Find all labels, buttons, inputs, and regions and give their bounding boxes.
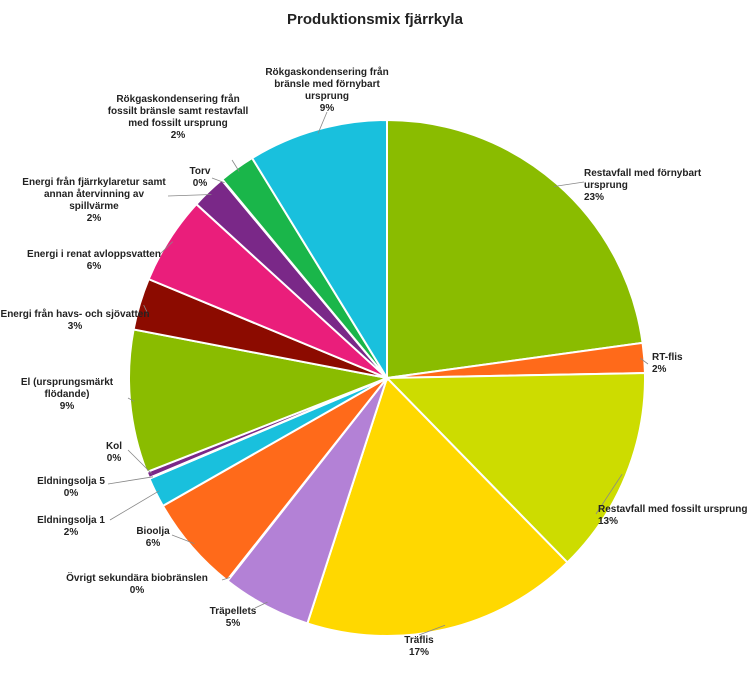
chart-title: Produktionsmix fjärrkyla (287, 11, 464, 28)
data-label-traflis: Träflis 17% (404, 635, 434, 658)
leader-line-eldningsolja-5 (107, 476, 154, 485)
leader-line-restavfall-med-fossilt-ursprung (595, 473, 623, 515)
data-label-kol: Kol 0% (106, 441, 122, 464)
leader-line-trapellets (254, 601, 268, 609)
data-label-torv: Torv 0% (190, 166, 211, 189)
leader-line-el-ursprungsmarkt-flodande (127, 397, 135, 402)
pie-slice-el-ursprungsmarkt-flodande (128, 328, 391, 474)
data-label-restavfall-med-fornybart-ursprung: Restavfall med förnybart ursprung 23% (584, 168, 702, 203)
data-label-rokgaskondensering-fran-bransle-med-fornybart-ursprung: Rökgaskondensering från bränsle med förny… (265, 66, 388, 114)
data-label-trapellets: Träpellets 5% (210, 606, 257, 629)
leader-line-energi-fran-fjarrkylaretur-samt-annan-atervinning-av-spillvarme (167, 194, 212, 197)
data-label-rokgaskondensering-fran-fossilt-bransle-samt-restavfall-med-fossilt-ursprung: Rökgaskondensering från fossilt bränsle s… (108, 93, 249, 141)
data-label-eldningsolja-1: Eldningsolja 1 2% (37, 515, 105, 538)
leader-line-eldningsolja-1 (109, 490, 160, 521)
leader-line-kol (127, 449, 152, 474)
data-label-restavfall-med-fossilt-ursprung: Restavfall med fossilt ursprung 13% (598, 504, 747, 527)
leader-line-restavfall-med-fornybart-ursprung (553, 181, 585, 187)
leader-line-rt-flis (639, 357, 649, 365)
pie-slice-rokgaskondensering-fran-bransle-med-fornybart-ursprung (250, 118, 388, 382)
pie-slice-restavfall-med-fossilt-ursprung (384, 372, 646, 564)
leader-line-ovrigt-sekundara-biobranslen (221, 577, 230, 581)
leader-line-energi-fran-havs-och-sjovatten (143, 304, 149, 315)
data-label-energi-i-renat-avloppsvatten: Energi i renat avloppsvatten 6% (27, 249, 161, 272)
leader-line-bioolja (171, 534, 195, 544)
data-label-eldningsolja-5: Eldningsolja 5 0% (37, 476, 105, 499)
data-label-rt-flis: RT-flis 2% (652, 352, 683, 375)
data-label-energi-fran-fjarrkylaretur-samt-annan-atervinning-av-spillvarme: Energi från fjärrkylaretur samt annan åte… (22, 176, 166, 224)
leader-line-traflis (418, 624, 446, 636)
data-label-bioolja: Bioolja 6% (136, 526, 170, 549)
data-label-ovrigt-sekundara-biobranslen: Övrigt sekundära biobränslen 0% (66, 571, 208, 596)
pie-slice-restavfall-med-fornybart-ursprung (386, 118, 644, 380)
leader-line-rokgaskondensering-fran-bransle-med-fornybart-ursprung (317, 111, 328, 134)
leader-line-rokgaskondensering-fran-fossilt-bransle-samt-restavfall-med-fossilt-ursprung (231, 159, 240, 172)
data-label-el-ursprungsmarkt-flodande: El (ursprungsmärkt flödande) 9% (21, 377, 114, 412)
data-label-energi-fran-havs-och-sjovatten: Energi från havs- och sjövatten 3% (1, 308, 150, 332)
leader-line-energi-i-renat-avloppsvatten (159, 241, 173, 255)
leader-line-torv (211, 177, 225, 184)
pie-slice-traflis (306, 376, 569, 637)
